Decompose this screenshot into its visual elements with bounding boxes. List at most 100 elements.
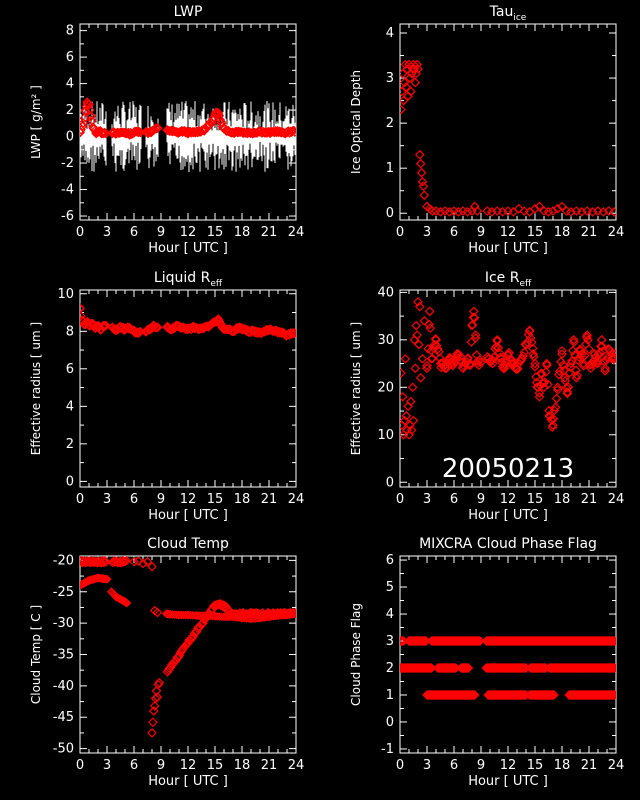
data-marker: [607, 663, 616, 673]
data-marker: [539, 382, 549, 393]
y-tick-label: 40: [377, 285, 394, 300]
data-marker: [220, 324, 231, 335]
data-marker: [606, 663, 616, 673]
y-tick-label: 1: [386, 161, 394, 176]
data-marker: [400, 68, 408, 79]
data-marker: [608, 690, 616, 700]
y-tick-label: 0: [386, 475, 394, 490]
data-marker: [101, 556, 111, 567]
data-marker: [417, 636, 428, 646]
data-marker: [85, 111, 96, 122]
data-marker: [276, 328, 287, 339]
y-tick-label: 0: [66, 474, 74, 489]
data-marker: [129, 556, 139, 567]
data-marker: [579, 350, 590, 361]
data-marker: [210, 600, 220, 611]
y-tick-label: 2: [386, 116, 394, 131]
data-marker: [400, 86, 407, 97]
data-marker: [80, 118, 89, 128]
data-marker: [282, 127, 292, 138]
data-marker: [466, 690, 476, 700]
data-marker: [432, 344, 443, 354]
data-marker: [577, 352, 588, 363]
data-marker: [609, 663, 616, 673]
data-marker: [213, 107, 224, 118]
data-marker: [448, 663, 458, 673]
data-marker: [568, 334, 579, 345]
data-marker: [152, 322, 163, 333]
chart-title-subscript: ice: [513, 13, 526, 23]
data-marker: [585, 363, 596, 374]
data-marker: [84, 99, 94, 110]
data-marker: [609, 207, 616, 217]
data-marker: [412, 59, 422, 70]
data-marker: [435, 358, 446, 369]
data-marker: [152, 692, 163, 703]
data-marker: [408, 415, 419, 426]
data-marker: [201, 611, 211, 620]
data-marker: [488, 355, 498, 365]
data-marker: [603, 206, 614, 216]
data-marker: [401, 82, 412, 92]
y-tick-label: -50: [53, 742, 74, 757]
data-marker: [516, 353, 527, 364]
plot-area: [400, 59, 616, 217]
x-tick-label: 24: [608, 758, 625, 773]
data-marker: [94, 126, 104, 137]
data-marker: [518, 690, 529, 700]
data-marker: [80, 318, 90, 329]
data-marker: [583, 334, 593, 345]
data-marker: [543, 207, 554, 217]
data-marker: [219, 123, 229, 134]
data-marker: [192, 611, 202, 620]
data-marker: [96, 127, 107, 138]
y-axis-label: LWP [ g/m² ]: [29, 85, 43, 159]
data-marker: [290, 127, 296, 137]
data-marker: [455, 351, 466, 362]
plot-frame: [79, 289, 297, 488]
data-marker: [249, 127, 260, 138]
data-marker: [543, 379, 553, 390]
x-tick-label: 18: [554, 492, 571, 507]
x-tick-label: 15: [527, 225, 544, 240]
data-marker: [265, 324, 276, 335]
data-marker: [246, 614, 256, 624]
data-marker: [100, 574, 110, 584]
data-marker: [610, 636, 616, 646]
data-marker: [441, 363, 452, 374]
data-marker: [80, 106, 91, 117]
data-marker: [594, 347, 605, 358]
y-axis-label: Effective radius [ um ]: [349, 322, 363, 455]
data-marker: [423, 663, 433, 673]
x-tick-label: 0: [76, 225, 84, 240]
data-marker: [592, 355, 603, 366]
data-marker: [575, 345, 586, 356]
y-tick-label: 2: [66, 437, 74, 452]
y-tick-label: -25: [53, 585, 74, 600]
data-marker: [469, 312, 480, 323]
data-marker: [551, 393, 562, 404]
data-marker: [548, 206, 558, 216]
data-marker: [154, 677, 165, 688]
data-marker: [466, 337, 477, 347]
data-marker: [419, 316, 430, 326]
x-tick-label: 9: [477, 492, 485, 507]
y-tick-label: 6: [386, 553, 394, 568]
y-tick-label: 30: [377, 333, 394, 348]
data-marker: [607, 352, 616, 363]
x-tick-label: 6: [450, 492, 458, 507]
data-marker: [556, 356, 566, 367]
data-marker: [462, 207, 473, 217]
data-marker: [423, 663, 434, 673]
data-marker: [610, 352, 616, 363]
data-marker: [412, 330, 422, 340]
x-tick-label: 0: [76, 492, 84, 507]
data-marker: [483, 353, 494, 364]
data-marker: [188, 127, 199, 138]
data-marker: [120, 324, 130, 335]
data-marker: [566, 358, 576, 369]
data-marker: [450, 663, 460, 673]
data-marker: [471, 636, 482, 646]
data-marker: [530, 203, 540, 214]
data-marker: [201, 121, 212, 132]
